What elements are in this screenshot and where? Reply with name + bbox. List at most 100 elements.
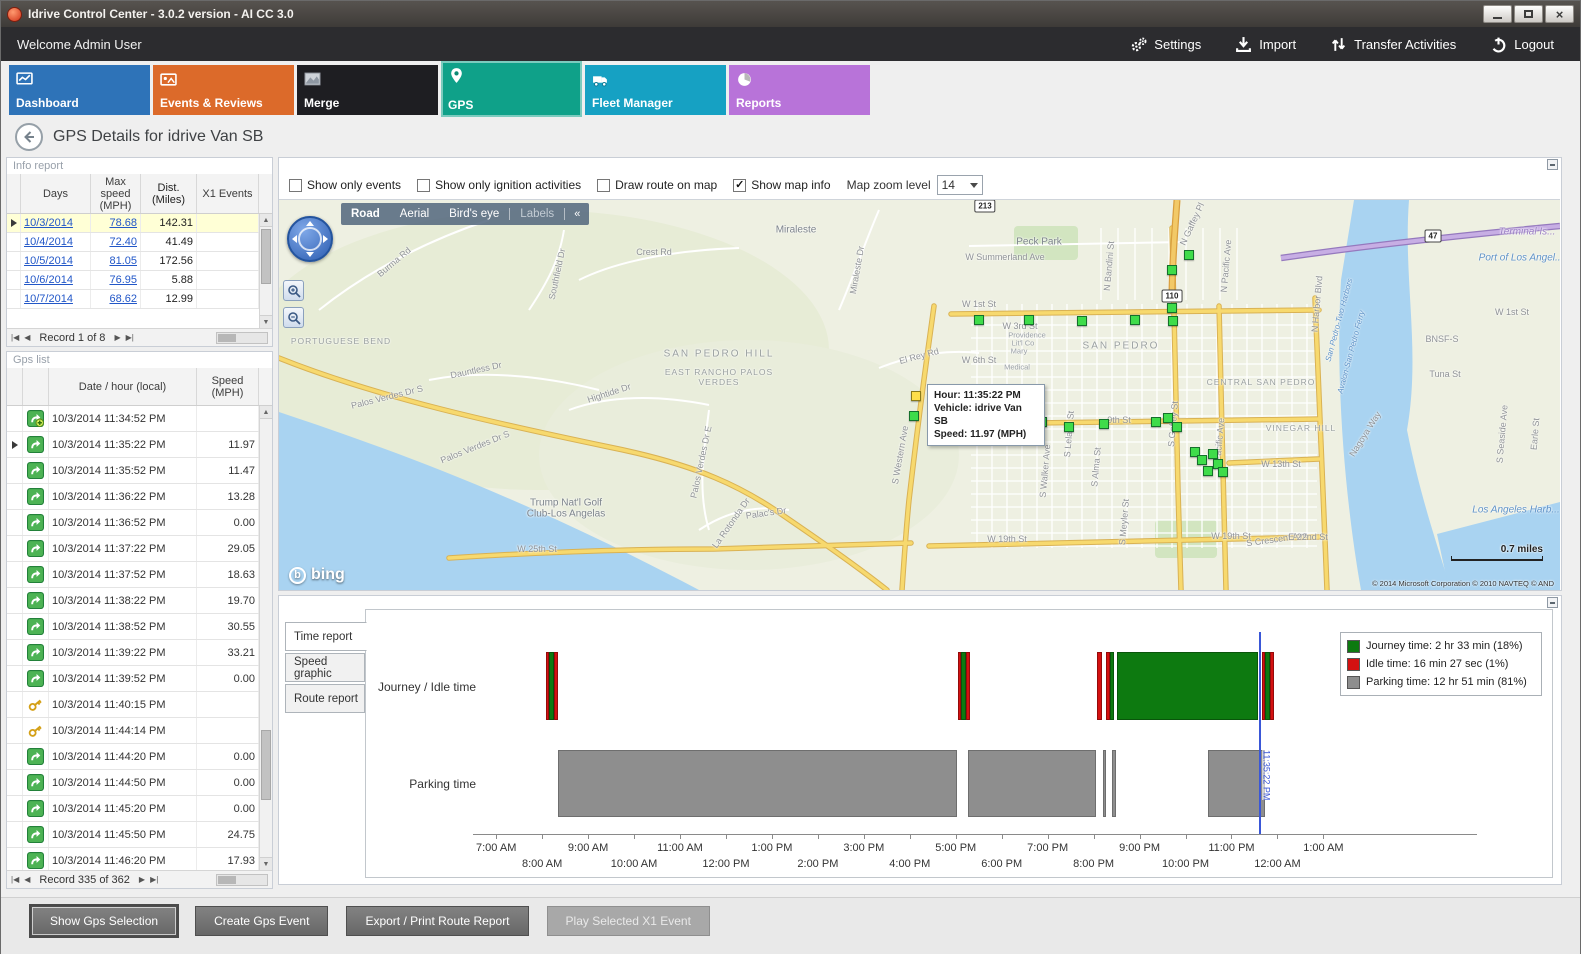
topbar-settings-button[interactable]: Settings	[1130, 36, 1201, 53]
last-page-icon[interactable]: ▶|	[150, 875, 159, 884]
chart-tab-speed-graphic[interactable]: Speed graphic	[285, 653, 365, 682]
column-header[interactable]: X1 Events	[197, 174, 259, 213]
map-marker[interactable]	[1024, 315, 1034, 325]
scroll-up-icon[interactable]: ▲	[260, 214, 272, 227]
max-speed-link[interactable]: 81.05	[109, 255, 137, 267]
map-marker[interactable]	[1163, 413, 1173, 423]
gps-list-row[interactable]: 10/3/2014 11:34:52 PM	[7, 406, 272, 432]
day-link[interactable]: 10/3/2014	[24, 217, 73, 229]
first-page-icon[interactable]: |◀	[11, 333, 20, 342]
map-marker[interactable]	[1167, 265, 1177, 275]
day-link[interactable]: 10/4/2014	[24, 236, 73, 248]
map-menu-collapse-button[interactable]: «	[574, 208, 581, 220]
gps-list-row[interactable]: 10/3/2014 11:45:50 PM 24.75	[7, 822, 272, 848]
chart-tab-route-report[interactable]: Route report	[285, 684, 365, 713]
max-speed-link[interactable]: 78.68	[109, 217, 137, 229]
map-marker[interactable]	[1167, 303, 1177, 313]
map-canvas[interactable]: Road Aerial Bird's eye Labels « Burma Rd Cres…	[279, 199, 1560, 590]
gps-list-row[interactable]: 10/3/2014 11:44:20 PM 0.00	[7, 744, 272, 770]
map-marker[interactable]	[1190, 447, 1200, 457]
gps-list-row[interactable]: 10/3/2014 11:39:52 PM 0.00	[7, 666, 272, 692]
gps-list-row[interactable]: 10/3/2014 11:46:20 PM 17.93	[7, 848, 272, 870]
gps-list-row[interactable]: 10/3/2014 11:36:22 PM 13.28	[7, 484, 272, 510]
back-button[interactable]	[15, 123, 43, 151]
close-button[interactable]: ×	[1545, 5, 1574, 23]
prev-page-icon[interactable]: ◀	[24, 333, 31, 342]
map-mode-bird-s-eye[interactable]: Bird's eye	[449, 208, 500, 220]
first-page-icon[interactable]: |◀	[11, 875, 20, 884]
map-marker[interactable]	[1064, 422, 1074, 432]
collapse-panel-icon[interactable]	[1547, 159, 1558, 170]
max-speed-link[interactable]: 72.40	[109, 236, 137, 248]
column-header[interactable]: Days	[21, 174, 91, 213]
prev-page-icon[interactable]: ◀	[24, 875, 31, 884]
maximize-button[interactable]	[1514, 5, 1543, 23]
topbar-transfer-button[interactable]: Transfer Activities	[1330, 36, 1456, 53]
nav-tab-merge[interactable]: Merge	[297, 65, 438, 115]
checkbox-show-only-ignition-activities[interactable]: Show only ignition activities	[417, 178, 581, 192]
scrollbar-thumb[interactable]	[218, 875, 236, 884]
gps-list-row[interactable]: 10/3/2014 11:39:22 PM 33.21	[7, 640, 272, 666]
nav-tab-events[interactable]: Events & Reviews	[153, 65, 294, 115]
gps-list-row[interactable]: 10/3/2014 11:35:52 PM 11.47	[7, 458, 272, 484]
next-page-icon[interactable]: ▶	[138, 875, 146, 884]
topbar-import-button[interactable]: Import	[1235, 36, 1296, 53]
map-marker[interactable]	[1203, 466, 1213, 476]
gps-list-row[interactable]: 10/3/2014 11:36:52 PM 0.00	[7, 510, 272, 536]
info-report-row[interactable]: 10/4/2014 72.40 41.49	[7, 233, 272, 252]
scrollbar-thumb[interactable]	[261, 229, 271, 284]
gps-scrollbar[interactable]: ▲ ▼	[259, 406, 272, 870]
minimize-button[interactable]	[1483, 5, 1512, 23]
map-marker[interactable]	[1077, 316, 1087, 326]
map-zoom-in-button[interactable]	[283, 280, 304, 301]
checkbox-show-only-events[interactable]: Show only events	[289, 178, 401, 192]
nav-tab-dashboard[interactable]: Dashboard	[9, 65, 150, 115]
column-header[interactable]: Dist. (Miles)	[141, 174, 197, 213]
map-marker[interactable]	[974, 315, 984, 325]
collapse-panel-icon[interactable]	[1547, 597, 1558, 608]
footer-button-create-gps-event[interactable]: Create Gps Event	[195, 906, 329, 936]
info-report-row[interactable]: 10/7/2014 68.62 12.99	[7, 290, 272, 309]
map-marker[interactable]	[1151, 417, 1161, 427]
info-report-row[interactable]: 10/5/2014 81.05 172.56	[7, 252, 272, 271]
gps-list-row[interactable]: 10/3/2014 11:44:50 PM 0.00	[7, 770, 272, 796]
column-header[interactable]: Max speed (MPH)	[91, 174, 141, 213]
max-speed-link[interactable]: 68.62	[109, 293, 137, 305]
nav-tab-reports[interactable]: Reports	[729, 65, 870, 115]
gps-list-row[interactable]: 10/3/2014 11:35:22 PM 11.97	[7, 432, 272, 458]
column-header[interactable]: Speed (MPH)	[197, 368, 259, 405]
map-marker[interactable]	[1197, 455, 1207, 465]
horizontal-scrollbar[interactable]	[216, 331, 268, 344]
map-zoom-out-button[interactable]	[283, 307, 304, 328]
next-page-icon[interactable]: ▶	[114, 333, 121, 342]
scrollbar-thumb[interactable]	[218, 333, 236, 342]
gps-list-row[interactable]: 10/3/2014 11:45:20 PM 0.00	[7, 796, 272, 822]
map-pan-control[interactable]	[287, 216, 333, 262]
footer-button-play-selected-x1-event[interactable]: Play Selected X1 Event	[546, 906, 710, 936]
chart-tab-time-report[interactable]: Time report	[285, 622, 367, 651]
map-marker-selected[interactable]	[911, 391, 921, 401]
day-link[interactable]: 10/5/2014	[24, 255, 73, 267]
day-link[interactable]: 10/7/2014	[24, 293, 73, 305]
gps-list-row[interactable]: 10/3/2014 11:38:52 PM 30.55	[7, 614, 272, 640]
pan-left-icon[interactable]	[292, 235, 297, 243]
topbar-logout-button[interactable]: Logout	[1490, 36, 1554, 53]
info-report-row[interactable]: 10/6/2014 76.95 5.88	[7, 271, 272, 290]
gps-list-row[interactable]: 10/3/2014 11:44:14 PM	[7, 718, 272, 744]
gps-list-row[interactable]: 10/3/2014 11:37:52 PM 18.63	[7, 562, 272, 588]
pan-right-icon[interactable]	[323, 235, 328, 243]
map-mode-road[interactable]: Road	[351, 208, 380, 220]
scroll-down-icon[interactable]: ▼	[260, 315, 272, 328]
checkbox-show-map-info[interactable]: Show map info	[733, 178, 831, 192]
pan-up-icon[interactable]	[306, 221, 314, 226]
map-marker[interactable]	[1099, 419, 1109, 429]
scroll-down-icon[interactable]: ▼	[260, 857, 272, 870]
checkbox-draw-route-on-map[interactable]: Draw route on map	[597, 178, 717, 192]
map-mode-labels[interactable]: Labels	[509, 208, 566, 220]
info-report-row[interactable]: 10/3/2014 78.68 142.31	[7, 214, 272, 233]
scrollbar-thumb[interactable]	[261, 730, 271, 800]
nav-tab-gps[interactable]: GPS	[441, 61, 582, 117]
map-mode-aerial[interactable]: Aerial	[399, 208, 430, 220]
map-zoom-select[interactable]: 14	[936, 175, 983, 195]
map-marker[interactable]	[1218, 467, 1228, 477]
